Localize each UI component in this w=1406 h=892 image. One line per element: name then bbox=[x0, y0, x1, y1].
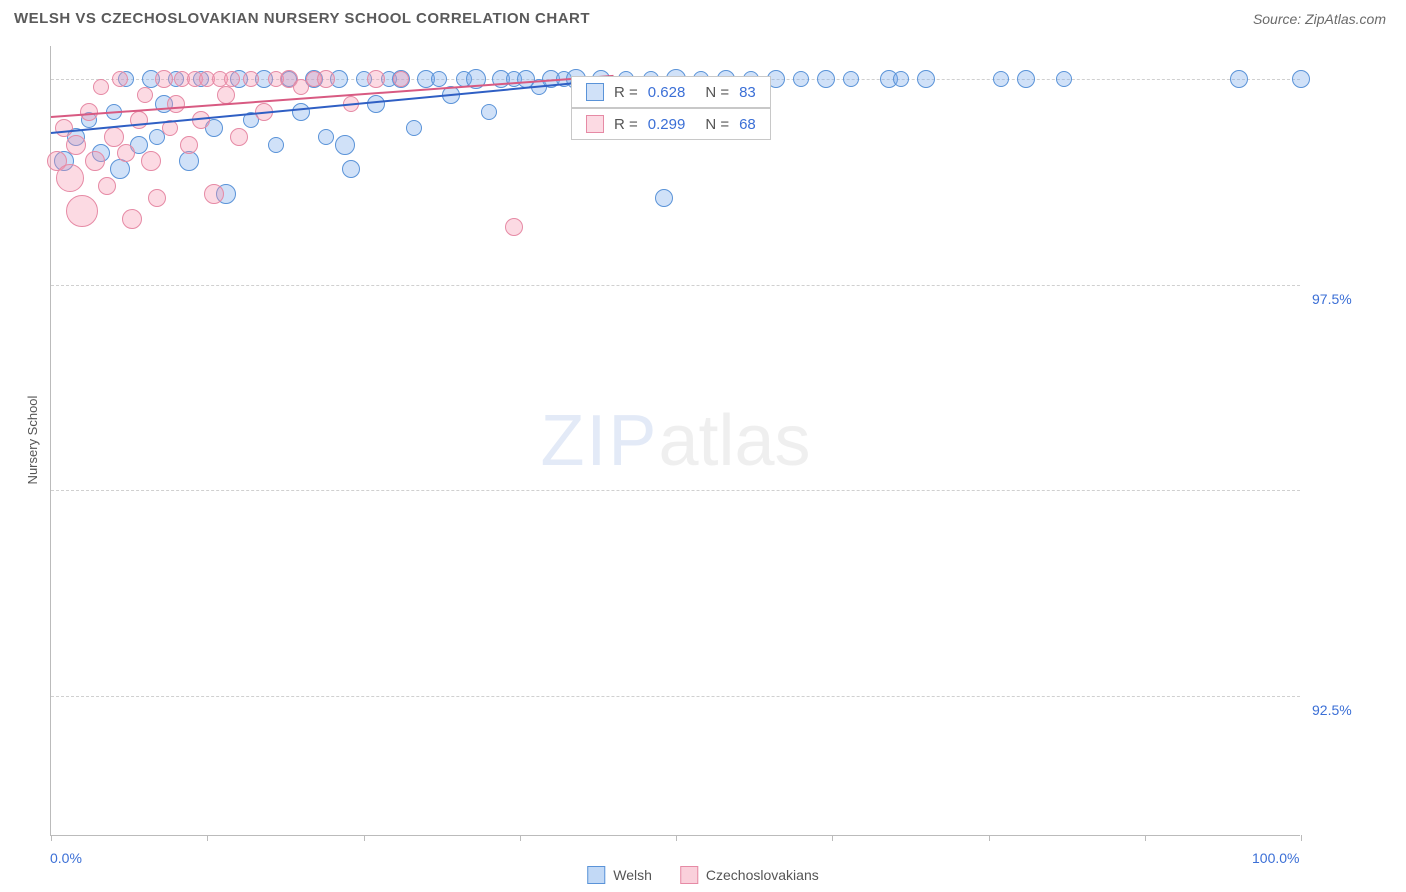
r-label: R = bbox=[614, 116, 638, 133]
scatter-point bbox=[155, 70, 173, 88]
legend-label: Czechoslovakians bbox=[706, 867, 819, 883]
y-tick-label: 97.5% bbox=[1312, 291, 1392, 307]
x-tick-label: 0.0% bbox=[50, 850, 82, 866]
scatter-point bbox=[481, 104, 497, 120]
correlation-box: R = 0.628 N = 83 bbox=[571, 76, 771, 108]
x-tick bbox=[207, 835, 208, 841]
n-value: 83 bbox=[739, 84, 756, 101]
scatter-point bbox=[180, 136, 198, 154]
scatter-point bbox=[66, 195, 98, 227]
scatter-point bbox=[122, 209, 142, 229]
r-label: R = bbox=[614, 84, 638, 101]
scatter-point bbox=[342, 160, 360, 178]
scatter-point bbox=[317, 70, 335, 88]
scatter-point bbox=[292, 103, 310, 121]
x-tick bbox=[51, 835, 52, 841]
scatter-point bbox=[130, 111, 148, 129]
scatter-point bbox=[335, 135, 355, 155]
x-tick bbox=[989, 835, 990, 841]
scatter-point bbox=[104, 127, 124, 147]
scatter-point bbox=[893, 71, 909, 87]
scatter-point bbox=[318, 129, 334, 145]
legend-swatch bbox=[680, 866, 698, 884]
x-tick bbox=[364, 835, 365, 841]
chart-legend: Welsh Czechoslovakians bbox=[587, 866, 819, 884]
scatter-point bbox=[843, 71, 859, 87]
scatter-point bbox=[505, 218, 523, 236]
scatter-point bbox=[148, 189, 166, 207]
legend-item: Czechoslovakians bbox=[680, 866, 819, 884]
legend-label: Welsh bbox=[613, 867, 652, 883]
scatter-point bbox=[55, 119, 73, 137]
legend-item: Welsh bbox=[587, 866, 652, 884]
scatter-point bbox=[1230, 70, 1248, 88]
x-tick bbox=[1145, 835, 1146, 841]
grid-line bbox=[51, 696, 1300, 697]
source-label: Source: ZipAtlas.com bbox=[1253, 11, 1386, 27]
r-value: 0.299 bbox=[648, 116, 686, 133]
x-tick bbox=[1301, 835, 1302, 841]
chart-header: WELSH VS CZECHOSLOVAKIAN NURSERY SCHOOL … bbox=[0, 0, 1406, 35]
scatter-point bbox=[179, 151, 199, 171]
n-label: N = bbox=[705, 116, 729, 133]
grid-line bbox=[51, 490, 1300, 491]
scatter-point bbox=[204, 184, 224, 204]
scatter-point bbox=[56, 164, 84, 192]
scatter-point bbox=[243, 71, 259, 87]
scatter-point bbox=[1017, 70, 1035, 88]
scatter-point bbox=[137, 87, 153, 103]
r-value: 0.628 bbox=[648, 84, 686, 101]
legend-swatch bbox=[587, 866, 605, 884]
scatter-point bbox=[993, 71, 1009, 87]
correlation-box: R = 0.299 N = 68 bbox=[571, 108, 771, 140]
scatter-point bbox=[98, 177, 116, 195]
n-label: N = bbox=[705, 84, 729, 101]
scatter-point bbox=[85, 151, 105, 171]
chart-title: WELSH VS CZECHOSLOVAKIAN NURSERY SCHOOL … bbox=[14, 10, 590, 27]
x-tick bbox=[676, 835, 677, 841]
scatter-point bbox=[112, 71, 128, 87]
series-swatch bbox=[586, 83, 604, 101]
scatter-point bbox=[817, 70, 835, 88]
x-tick-label: 100.0% bbox=[1252, 850, 1299, 866]
y-axis-title: Nursery School bbox=[25, 396, 40, 485]
series-swatch bbox=[586, 115, 604, 133]
scatter-point bbox=[66, 135, 86, 155]
n-value: 68 bbox=[739, 116, 756, 133]
scatter-point bbox=[1292, 70, 1310, 88]
scatter-point bbox=[406, 120, 422, 136]
scatter-point bbox=[167, 95, 185, 113]
x-tick bbox=[520, 835, 521, 841]
scatter-point bbox=[431, 71, 447, 87]
x-tick bbox=[832, 835, 833, 841]
scatter-point bbox=[93, 79, 109, 95]
scatter-point bbox=[141, 151, 161, 171]
grid-line bbox=[51, 285, 1300, 286]
scatter-point bbox=[917, 70, 935, 88]
scatter-point bbox=[268, 137, 284, 153]
watermark-zip: ZIP bbox=[540, 401, 658, 481]
chart-plot-area: ZIPatlas R = 0.628 N = 83 R = 0.299 N = 68 bbox=[50, 46, 1300, 836]
scatter-point bbox=[655, 189, 673, 207]
scatter-point bbox=[110, 159, 130, 179]
y-tick-label: 92.5% bbox=[1312, 702, 1392, 718]
watermark-atlas: atlas bbox=[658, 401, 810, 481]
scatter-point bbox=[793, 71, 809, 87]
scatter-point bbox=[117, 144, 135, 162]
scatter-point bbox=[367, 70, 385, 88]
scatter-point bbox=[393, 71, 409, 87]
scatter-point bbox=[1056, 71, 1072, 87]
scatter-point bbox=[230, 128, 248, 146]
watermark: ZIPatlas bbox=[540, 400, 810, 482]
scatter-point bbox=[224, 71, 240, 87]
